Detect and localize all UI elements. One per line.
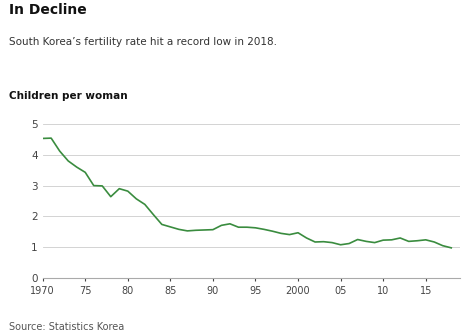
Text: In Decline: In Decline [9, 3, 87, 17]
Text: Source: Statistics Korea: Source: Statistics Korea [9, 322, 125, 332]
Text: South Korea’s fertility rate hit a record low in 2018.: South Korea’s fertility rate hit a recor… [9, 37, 277, 47]
Text: Children per woman: Children per woman [9, 90, 128, 100]
